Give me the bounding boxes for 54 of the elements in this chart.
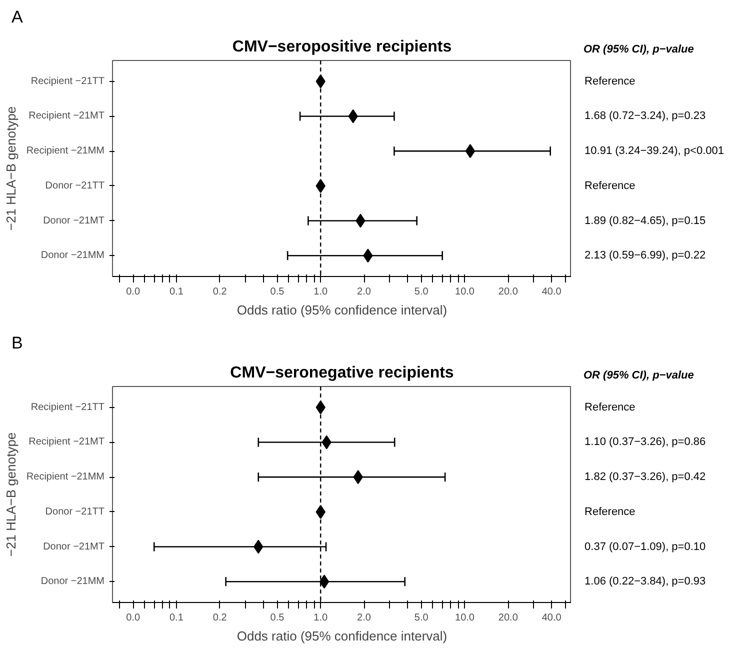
x-tick-label: 0.2 bbox=[212, 286, 228, 298]
x-tick-label: 0.0 bbox=[126, 612, 140, 624]
y-tick-label: Donor −21TT bbox=[45, 506, 105, 518]
text: OR (95% CI), p−value bbox=[584, 44, 694, 56]
text: Reference bbox=[584, 75, 636, 88]
y-tick-label: Donor −21MT bbox=[43, 215, 105, 226]
y-tick-label: Donor −21MT bbox=[43, 541, 105, 552]
text: 0.37 (0.07−1.09), p=0.10 bbox=[584, 540, 706, 553]
y-tick-label: Donor −21TT bbox=[45, 180, 105, 192]
y-tick-label: Recipient −21TT bbox=[30, 402, 105, 413]
x-tick-label: 20.0 bbox=[498, 612, 518, 624]
text: Reference bbox=[584, 506, 636, 518]
text: OR (95% CI), p−value bbox=[584, 370, 694, 382]
x-tick-label: 0.0 bbox=[126, 286, 140, 298]
text: B bbox=[12, 334, 23, 352]
x-tick-label: 20.0 bbox=[498, 286, 518, 298]
text: 1.68 (0.72−3.24), p=0.23 bbox=[584, 110, 706, 122]
x-tick-label: 5.0 bbox=[414, 286, 429, 298]
y-tick-label: Recipient −21MT bbox=[28, 436, 105, 448]
y-tick-label: Donor −21MM bbox=[40, 250, 105, 262]
x-tick-label: 0.5 bbox=[270, 286, 285, 298]
x-tick-label: 0.1 bbox=[170, 286, 184, 298]
x-tick-label: 2.0 bbox=[357, 286, 372, 298]
text: 1.82 (0.37−3.26), p=0.42 bbox=[584, 471, 706, 484]
x-tick-label: 2.0 bbox=[357, 612, 372, 624]
y-axis-title: −21 HLA−B genotype bbox=[3, 432, 18, 557]
x-tick-label: 0.1 bbox=[170, 612, 184, 624]
x-axis-title: Odds ratio (95% confidence interval) bbox=[236, 302, 448, 318]
y-axis-title: −21 HLA−B genotype bbox=[3, 106, 18, 231]
text: Reference bbox=[584, 180, 636, 192]
y-tick-label: Recipient −21TT bbox=[30, 76, 105, 87]
x-tick-label: 1.0 bbox=[314, 612, 328, 624]
text: A bbox=[12, 8, 24, 26]
text: 10.91 (3.24−39.24), p<0.001 bbox=[584, 145, 724, 158]
x-tick-label: 1.0 bbox=[314, 286, 328, 298]
y-tick-label: Donor −21MM bbox=[40, 576, 105, 588]
x-tick-label: 10.0 bbox=[455, 612, 475, 624]
x-tick-label: 10.0 bbox=[455, 286, 475, 298]
y-tick-label: Recipient −21MT bbox=[28, 110, 105, 122]
x-tick-label: 5.0 bbox=[414, 612, 429, 624]
text: 1.89 (0.82−4.65), p=0.15 bbox=[584, 214, 706, 227]
x-tick-label: 0.2 bbox=[212, 612, 228, 624]
y-tick-label: Recipient −21MM bbox=[26, 146, 105, 157]
chart-title: CMV−seropositive recipients bbox=[232, 38, 452, 56]
x-tick-label: 40.0 bbox=[542, 286, 562, 298]
x-tick-label: 40.0 bbox=[542, 612, 562, 624]
text: Reference bbox=[584, 401, 636, 414]
x-tick-label: 0.5 bbox=[270, 612, 285, 624]
text: 1.10 (0.37−3.26), p=0.86 bbox=[584, 436, 706, 448]
text: 1.06 (0.22−3.84), p=0.93 bbox=[584, 576, 706, 588]
x-axis-title: Odds ratio (95% confidence interval) bbox=[236, 628, 448, 644]
y-tick-label: Recipient −21MM bbox=[26, 472, 105, 483]
text: 2.13 (0.59−6.99), p=0.22 bbox=[584, 250, 706, 262]
chart-title: CMV−seronegative recipients bbox=[230, 364, 454, 382]
